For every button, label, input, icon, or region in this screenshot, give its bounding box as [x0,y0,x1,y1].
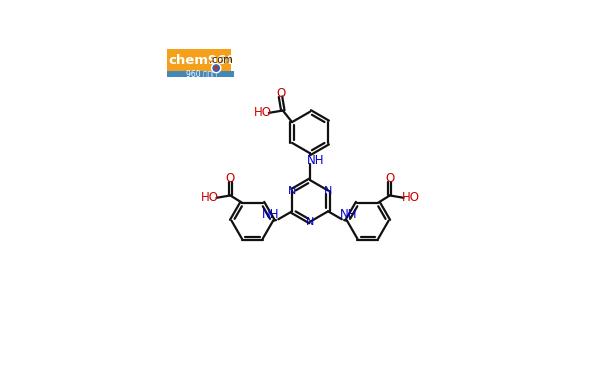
Polygon shape [167,50,231,71]
Text: HO: HO [201,191,218,204]
Text: .com: .com [209,55,233,65]
Circle shape [215,66,218,70]
Text: N: N [324,186,332,195]
Circle shape [212,63,221,73]
Text: HO: HO [402,191,419,204]
Text: HO: HO [253,106,272,119]
Text: O: O [276,87,285,100]
Text: O: O [226,172,235,184]
Text: N: N [288,186,296,195]
Text: NH: NH [340,208,358,220]
Text: N: N [306,217,314,227]
Text: O: O [385,172,394,184]
Text: NH: NH [307,154,324,167]
Polygon shape [167,71,234,77]
Text: 960 化工网: 960 化工网 [186,70,217,79]
Text: NH: NH [263,208,280,220]
Text: chem960: chem960 [169,54,236,67]
